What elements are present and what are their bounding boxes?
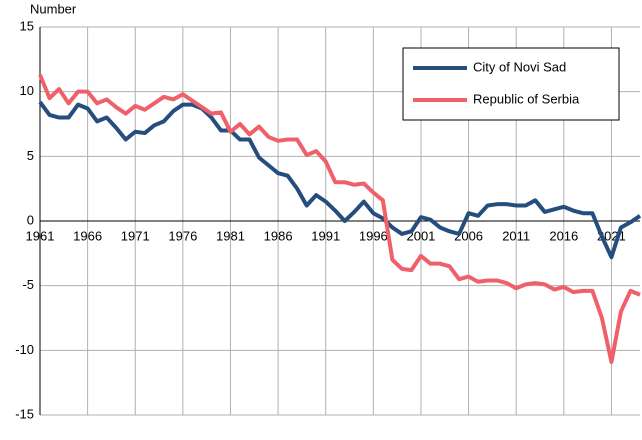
x-tick-label: 1986	[264, 228, 293, 243]
y-tick-label: 15	[20, 18, 34, 33]
line	[38, 74, 641, 364]
x-tick-label: 2011	[502, 228, 530, 243]
x-tick-label: 1981	[216, 228, 245, 243]
y-tick-label: 10	[20, 83, 34, 98]
x-tick-label: 1966	[73, 228, 102, 243]
x-tick-label: 2016	[549, 228, 578, 243]
y-tick-label: 0	[27, 212, 34, 227]
y-axis-label: Number	[30, 1, 77, 16]
x-tick-label: 1991	[311, 228, 340, 243]
legend-label: Republic of Serbia	[473, 91, 580, 106]
x-tick-label: 1996	[359, 228, 388, 243]
x-tick-label: 1971	[121, 228, 150, 243]
y-tick-label: 5	[27, 148, 34, 163]
legend-label: City of Novi Sad	[473, 59, 566, 74]
y-tick-label: -5	[22, 277, 34, 292]
legend-box	[402, 47, 620, 121]
x-tick-label: 1976	[168, 228, 197, 243]
y-tick-label: -10	[15, 342, 34, 357]
y-tick-label: -15	[15, 406, 34, 421]
x-tick-label: 2001	[406, 228, 435, 243]
line	[38, 100, 642, 260]
